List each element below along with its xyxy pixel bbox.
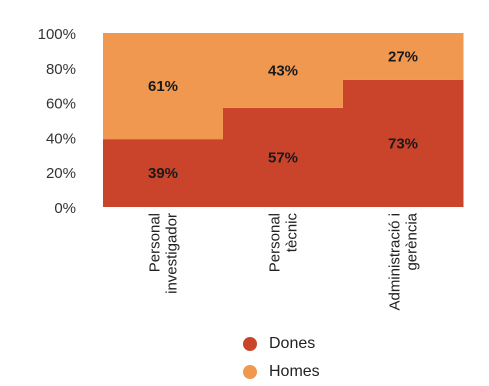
y-tick-label-3: 60% [46,96,76,113]
bar-homes-0 [103,33,224,140]
data-label-dones-0: 39% [148,165,178,182]
x-category-label-1-line-1: tècnic [284,213,301,253]
data-label-dones-1: 57% [268,149,298,166]
y-tick-label-5: 100% [38,26,76,43]
x-category-label-1-line-0: Personal [267,213,284,272]
legend: Dones Homes [243,330,320,386]
legend-swatch-dones [243,337,257,351]
data-label-dones-2: 73% [388,135,418,152]
bar-dones-2 [343,79,464,207]
data-label-homes-0: 61% [148,78,178,95]
y-tick-label-4: 80% [46,61,76,78]
x-category-label-0-line-1: investigador [164,213,181,294]
data-label-homes-2: 27% [388,48,418,65]
bar-dones-1 [223,107,344,207]
legend-label-homes: Homes [269,363,320,380]
legend-item-dones: Dones [243,330,320,358]
data-label-homes-1: 43% [268,62,298,79]
bar-homes-2 [343,33,464,80]
legend-swatch-homes [243,365,257,379]
x-category-label-2-line-0: Administració i [387,213,404,311]
x-category-label-0-line-0: Personal [147,213,164,272]
legend-label-dones: Dones [269,335,316,352]
legend-item-homes: Homes [243,358,320,386]
bar-homes-1 [223,33,344,108]
bar-dones-0 [103,139,224,207]
x-category-label-0: Personalinvestigador [147,213,181,294]
y-tick-label-2: 40% [46,130,76,147]
x-category-label-2-line-1: gerència [404,212,421,270]
x-category-label-2: Administració igerència [387,212,421,310]
y-tick-label-0: 0% [54,200,76,217]
x-category-label-1: Personaltècnic [267,213,301,273]
y-tick-label-1: 20% [46,165,76,182]
